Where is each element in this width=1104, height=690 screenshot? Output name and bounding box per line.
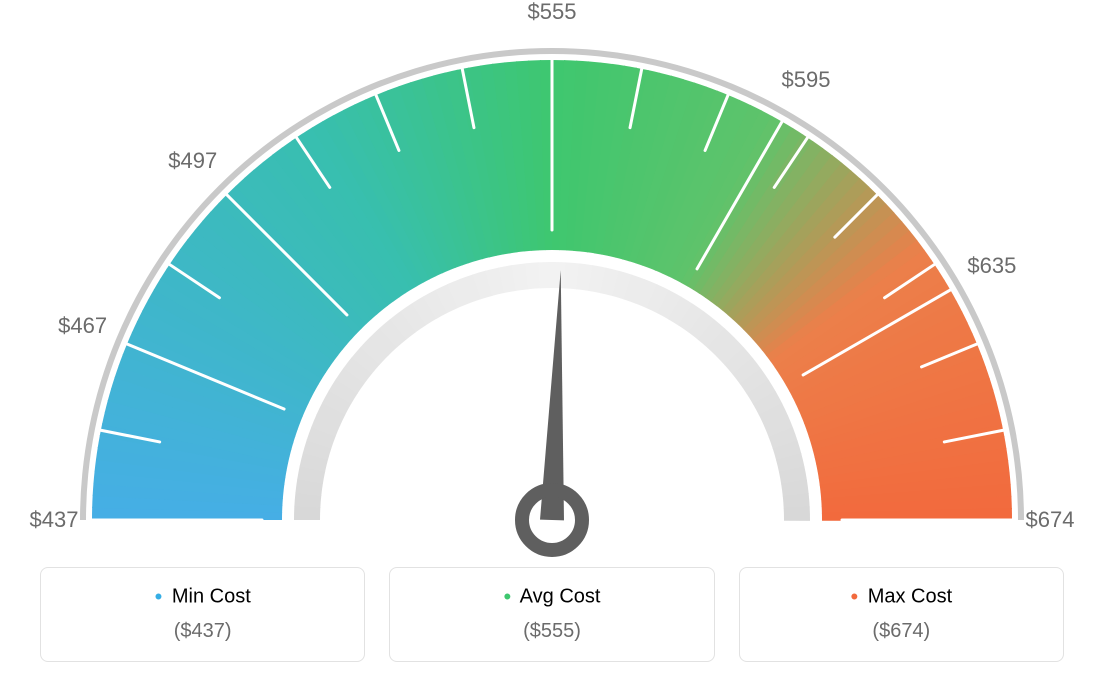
legend-max-title: • Max Cost bbox=[740, 584, 1063, 610]
gauge-svg bbox=[0, 0, 1104, 560]
dot-icon: • bbox=[850, 584, 858, 609]
gauge-chart: $437 $467 $497 $555 $595 $635 $674 bbox=[0, 0, 1104, 560]
legend-avg-title: • Avg Cost bbox=[390, 584, 713, 610]
legend-max: • Max Cost ($674) bbox=[739, 567, 1064, 662]
legend-avg: • Avg Cost ($555) bbox=[389, 567, 714, 662]
legend-avg-value: ($555) bbox=[390, 620, 713, 643]
cost-gauge-infographic: $437 $467 $497 $555 $595 $635 $674 • Min Cost … bbox=[0, 0, 1104, 690]
gauge-tick-label: $437 bbox=[30, 507, 79, 533]
legend-avg-title-text: Avg Cost bbox=[520, 585, 601, 607]
gauge-tick-label: $595 bbox=[782, 67, 831, 93]
gauge-tick-label: $497 bbox=[168, 148, 217, 174]
dot-icon: • bbox=[504, 584, 512, 609]
legend-max-title-text: Max Cost bbox=[868, 585, 952, 607]
legend-min-title: • Min Cost bbox=[41, 584, 364, 610]
gauge-tick-label: $467 bbox=[58, 313, 107, 339]
legend-min-title-text: Min Cost bbox=[172, 585, 251, 607]
legend-min: • Min Cost ($437) bbox=[40, 567, 365, 662]
legend-row: • Min Cost ($437) • Avg Cost ($555) • Ma… bbox=[40, 567, 1064, 662]
legend-max-value: ($674) bbox=[740, 620, 1063, 643]
legend-min-value: ($437) bbox=[41, 620, 364, 643]
gauge-tick-label: $555 bbox=[528, 0, 577, 25]
gauge-tick-label: $674 bbox=[1026, 507, 1075, 533]
dot-icon: • bbox=[155, 584, 163, 609]
gauge-tick-label: $635 bbox=[967, 253, 1016, 279]
